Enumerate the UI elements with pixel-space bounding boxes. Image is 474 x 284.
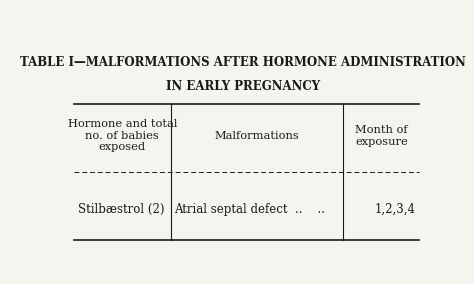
Text: Stilbæstrol (2): Stilbæstrol (2) xyxy=(78,202,164,216)
Text: Atrial septal defect  ..    ..: Atrial septal defect .. .. xyxy=(174,202,325,216)
Text: Malformations: Malformations xyxy=(215,131,300,141)
Text: 1,2,3,4: 1,2,3,4 xyxy=(374,202,416,216)
Text: Month of
exposure: Month of exposure xyxy=(355,125,408,147)
Text: Hormone and total
no. of babies
exposed: Hormone and total no. of babies exposed xyxy=(68,119,177,153)
Text: IN EARLY PREGNANCY: IN EARLY PREGNANCY xyxy=(166,80,320,93)
Text: TABLE I—MALFORMATIONS AFTER HORMONE ADMINISTRATION: TABLE I—MALFORMATIONS AFTER HORMONE ADMI… xyxy=(20,56,466,69)
